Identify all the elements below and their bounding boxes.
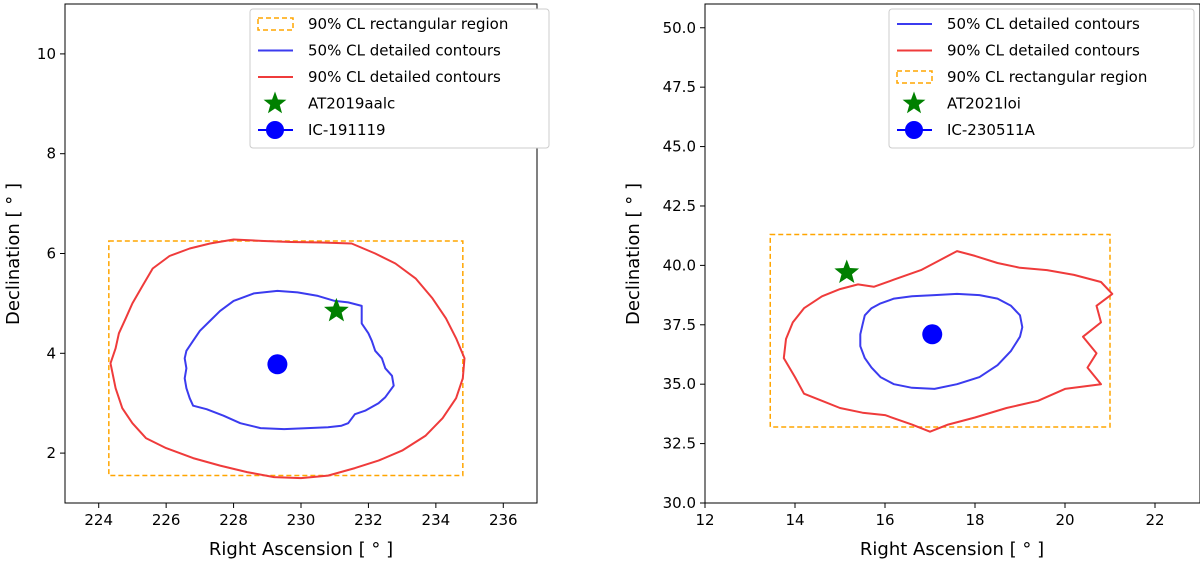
legend-label: IC-230511A [947,121,1036,139]
y-tick-label: 6 [46,245,56,263]
legend-label: AT2021loi [947,95,1021,113]
legend-swatch [905,121,923,139]
y-tick-label: 37.5 [663,316,696,334]
legend-label: 90% CL detailed contours [947,42,1140,60]
x-tick-label: 20 [1055,511,1074,529]
legend-entry: 90% CL rectangular region [257,15,508,33]
circle-marker-IC-230511A [922,324,943,345]
legend-entry: 90% CL rectangular region [896,68,1147,86]
legend-box [249,8,550,149]
plot-frame [704,3,1200,504]
legend-label: IC-191119 [308,121,386,139]
legend-entry: IC-191119 [258,121,386,139]
legend-label: AT2019aalc [308,95,395,113]
y-tick-label: 40.0 [663,256,696,274]
x-tick-label: 228 [219,511,248,529]
x-tick-label: 232 [354,511,383,529]
x-tick-label: 234 [422,511,451,529]
rect-region-90 [108,240,464,477]
contour-50 [859,292,1024,390]
star-marker-AT2019aalc [324,297,349,322]
legend-label: 90% CL detailed contours [308,68,501,86]
x-tick-label: 224 [84,511,113,529]
plot-area [108,238,466,480]
y-tick-label: 42.5 [663,197,696,215]
legend-swatch [257,17,294,31]
legend-entry: 50% CL detailed contours [258,42,501,60]
x-tick-label: 18 [965,511,984,529]
y-axis-label: Declination [ ° ] [623,183,644,325]
y-tick-label: 30.0 [663,494,696,512]
x-tick-label: 226 [152,511,181,529]
x-axis-label: Right Ascension [ ° ] [209,539,393,560]
y-tick-label: 45.0 [663,138,696,156]
x-tick-label: 16 [875,511,894,529]
y-tick-label: 47.5 [663,78,696,96]
y-tick-label: 10 [37,45,56,63]
legend-swatch [266,121,284,139]
x-tick-label: 12 [695,511,714,529]
rect-region-90 [769,233,1111,428]
contour-50 [183,289,395,431]
x-tick-label: 236 [489,511,518,529]
star-marker-AT2021loi [834,259,860,284]
y-tick-label: 8 [46,145,56,163]
y-tick-label: 35.0 [663,375,696,393]
contour-90 [782,250,1114,433]
y-axis-label: Declination [ ° ] [3,183,24,325]
legend-swatch [896,70,933,84]
legend-entry: 90% CL detailed contours [897,42,1140,60]
legend-label: 50% CL detailed contours [947,15,1140,33]
legend-box [888,8,1195,149]
y-tick-label: 4 [46,344,56,362]
contour-90 [109,238,466,480]
x-tick-label: 22 [1145,511,1164,529]
plot-area [769,233,1114,433]
legend-label: 90% CL rectangular region [308,15,508,33]
x-tick-label: 14 [785,511,804,529]
chart-left: Right Ascension [ ° ] Declination [ ° ] … [3,3,550,560]
circle-marker-IC-191119 [267,354,288,375]
legend-label: 50% CL detailed contours [308,42,501,60]
legend-swatch [902,91,926,114]
legend: 90% CL rectangular region 50% CL detailed… [249,8,550,149]
legend-entry: IC-230511A [897,121,1036,139]
legend-entry: AT2021loi [902,91,1021,114]
legend-swatch [263,91,287,114]
y-tick-label: 2 [46,444,56,462]
legend-entry: 50% CL detailed contours [897,15,1140,33]
legend-label: 90% CL rectangular region [947,68,1147,86]
legend-entry: 90% CL detailed contours [258,68,501,86]
y-tick-label: 50.0 [663,19,696,37]
y-tick-label: 32.5 [663,435,696,453]
x-tick-label: 230 [287,511,316,529]
legend-entry: AT2019aalc [263,91,395,114]
legend: 50% CL detailed contours 90% CL detailed … [888,8,1195,149]
x-axis-label: Right Ascension [ ° ] [860,539,1044,560]
chart-right: Right Ascension [ ° ] Declination [ ° ] … [623,3,1200,560]
